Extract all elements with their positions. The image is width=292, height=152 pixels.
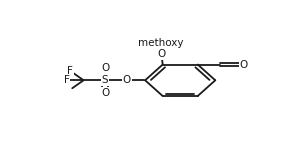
Text: O: O	[101, 63, 109, 73]
Text: methoxy: methoxy	[138, 38, 183, 48]
Text: O: O	[157, 49, 166, 59]
Text: F: F	[67, 66, 73, 76]
Text: methoxy: methoxy	[138, 38, 183, 48]
Text: F: F	[64, 75, 69, 85]
Text: O: O	[101, 88, 109, 98]
Text: O: O	[122, 75, 131, 85]
Text: S: S	[102, 75, 108, 85]
Text: O: O	[239, 60, 248, 70]
